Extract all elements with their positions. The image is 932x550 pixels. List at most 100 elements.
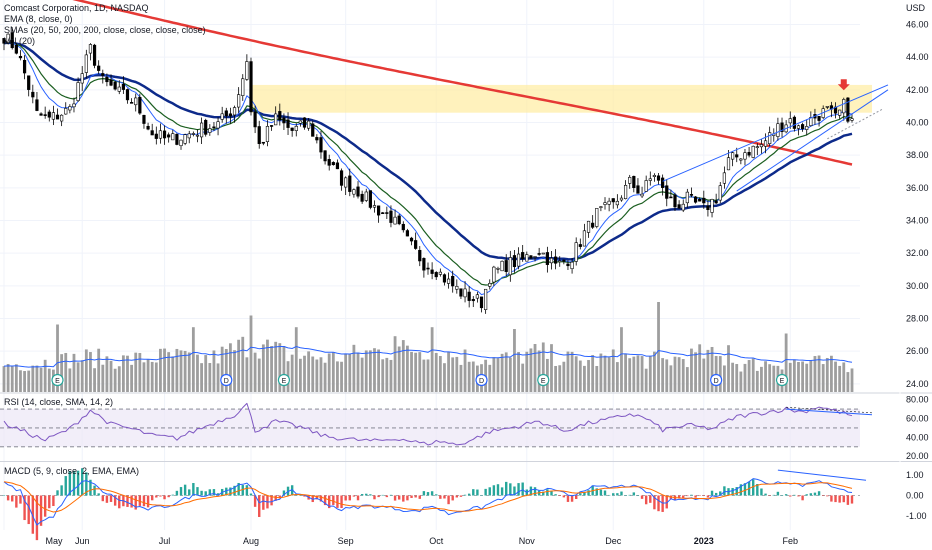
candle: [22, 59, 27, 74]
candle: [167, 134, 171, 138]
macd-histogram-bar: [188, 489, 191, 496]
candle: [496, 268, 500, 270]
event-marker-label: D: [479, 378, 484, 385]
macd-histogram-bar: [846, 495, 850, 505]
macd-histogram-bar: [348, 495, 351, 501]
candle: [55, 114, 60, 120]
macd-histogram-bar: [196, 487, 199, 496]
volume-bar: [488, 364, 492, 392]
macd-histogram-bar: [739, 484, 743, 496]
volume-bar: [583, 365, 586, 392]
candle: [426, 267, 430, 270]
candle: [603, 202, 607, 205]
macd-histogram-bar: [146, 495, 150, 508]
volume-bar: [298, 358, 302, 392]
rsi-line: [3, 402, 853, 446]
legend-volume[interactable]: Vol (20): [4, 36, 36, 46]
candle: [574, 242, 578, 262]
candle: [269, 125, 274, 127]
volume-bar: [336, 361, 339, 392]
macd-histogram-bar: [550, 491, 553, 496]
macd-histogram-bar: [179, 487, 183, 496]
candle: [311, 123, 315, 137]
macd-histogram-bar: [690, 494, 693, 496]
macd-histogram-bar: [216, 493, 220, 496]
macd-histogram-bar: [587, 490, 590, 496]
candle: [68, 106, 72, 111]
volume-bar: [644, 368, 648, 392]
candle: [274, 113, 278, 126]
macd-histogram-bar: [850, 495, 854, 504]
macd-histogram-bar: [570, 495, 574, 502]
legend-ema[interactable]: EMA (8, close, 0): [4, 14, 73, 24]
event-marker-label: E: [780, 378, 785, 385]
volume-bar: [533, 343, 537, 392]
candle: [846, 97, 850, 122]
candle: [537, 253, 541, 255]
candle: [607, 200, 611, 205]
candle: [751, 145, 755, 158]
volume-bar: [430, 327, 434, 392]
candle: [10, 32, 14, 49]
macd-histogram-bar: [397, 495, 401, 500]
volume-bar: [167, 352, 171, 392]
candle: [632, 175, 636, 188]
macd-histogram-bar: [649, 495, 652, 503]
macd-histogram-bar: [352, 495, 356, 497]
macd-histogram-bar: [299, 495, 302, 496]
candle: [599, 206, 603, 208]
candle: [722, 172, 726, 184]
candle: [673, 194, 677, 208]
volume-bar: [438, 356, 442, 392]
candle: [138, 96, 142, 114]
volume-bar: [673, 356, 677, 392]
macd-histogram-bar: [809, 493, 813, 496]
macd-histogram-bar: [402, 495, 405, 502]
macd-histogram-bar: [789, 495, 792, 497]
volume-bar: [401, 340, 405, 392]
legend-smas[interactable]: SMAs (20, 50, 200, 200, close, close, cl…: [4, 25, 206, 35]
macd-histogram-bar: [130, 495, 133, 508]
macd-tick-label: 1.00: [906, 470, 924, 480]
volume-bar: [224, 349, 228, 392]
volume-bar: [706, 349, 710, 392]
volume-bar: [183, 350, 187, 392]
volume-bar: [797, 362, 800, 392]
macd-legend[interactable]: MACD (5, 9, close, 2, EMA, EMA): [4, 466, 140, 476]
volume-bar: [344, 353, 348, 392]
volume-bar: [615, 362, 619, 392]
candle: [595, 208, 599, 227]
macd-histogram-bar: [167, 495, 170, 498]
candle: [389, 210, 393, 223]
macd-histogram-bar: [443, 495, 446, 499]
volume-bar: [319, 357, 323, 392]
candle: [801, 124, 805, 130]
volume-bar: [541, 342, 545, 392]
price-tick-label: 42.00: [906, 85, 929, 95]
rsi-legend[interactable]: RSI (14, close, SMA, 14, 2): [4, 397, 114, 407]
macd-histogram-bar: [583, 492, 586, 496]
macd-histogram-bar: [661, 495, 664, 512]
candle: [352, 189, 356, 195]
volume-bar: [200, 363, 203, 392]
candle: [339, 170, 344, 186]
macd-histogram-bar: [603, 490, 607, 496]
candle: [344, 177, 348, 188]
volume-bar: [529, 348, 533, 392]
candle: [331, 162, 335, 166]
volume-bar: [718, 356, 722, 392]
macd-histogram-bar: [212, 489, 216, 496]
candle: [533, 256, 537, 258]
macd-histogram-bar: [480, 494, 483, 496]
macd-histogram-bar: [159, 495, 162, 497]
candle: [142, 114, 146, 124]
volume-bar: [422, 359, 426, 392]
legend-title[interactable]: Comcast Corporation, 1D, NASDAQ: [4, 3, 149, 13]
macd-histogram-bar: [554, 494, 557, 496]
candle: [134, 97, 138, 106]
volume-bar: [101, 364, 105, 392]
macd-histogram-bar: [756, 484, 759, 496]
candle: [500, 260, 504, 272]
candle: [47, 111, 51, 118]
